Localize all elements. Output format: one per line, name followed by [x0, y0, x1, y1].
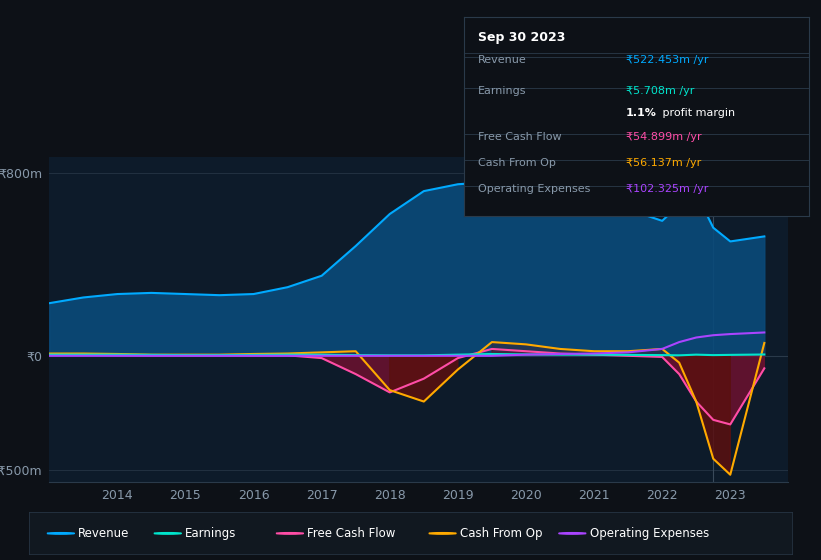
Circle shape: [558, 533, 586, 534]
Circle shape: [429, 533, 456, 534]
Text: Operating Expenses: Operating Expenses: [478, 184, 590, 194]
Text: Free Cash Flow: Free Cash Flow: [307, 527, 396, 540]
Text: Cash From Op: Cash From Op: [478, 158, 556, 168]
Text: Sep 30 2023: Sep 30 2023: [478, 31, 565, 44]
Text: Free Cash Flow: Free Cash Flow: [478, 132, 562, 142]
Text: Operating Expenses: Operating Expenses: [590, 527, 709, 540]
Text: ₹56.137m /yr: ₹56.137m /yr: [626, 158, 701, 168]
Text: ₹54.899m /yr: ₹54.899m /yr: [626, 132, 702, 142]
Circle shape: [47, 533, 75, 534]
Text: Revenue: Revenue: [478, 54, 526, 64]
Text: Revenue: Revenue: [78, 527, 130, 540]
Text: Cash From Op: Cash From Op: [460, 527, 543, 540]
Text: ₹5.708m /yr: ₹5.708m /yr: [626, 86, 695, 96]
Circle shape: [154, 533, 181, 534]
Text: 1.1%: 1.1%: [626, 108, 657, 118]
Text: Earnings: Earnings: [186, 527, 236, 540]
Text: profit margin: profit margin: [658, 108, 735, 118]
Text: Earnings: Earnings: [478, 86, 526, 96]
Circle shape: [276, 533, 304, 534]
Text: ₹522.453m /yr: ₹522.453m /yr: [626, 54, 709, 64]
Text: ₹102.325m /yr: ₹102.325m /yr: [626, 184, 709, 194]
